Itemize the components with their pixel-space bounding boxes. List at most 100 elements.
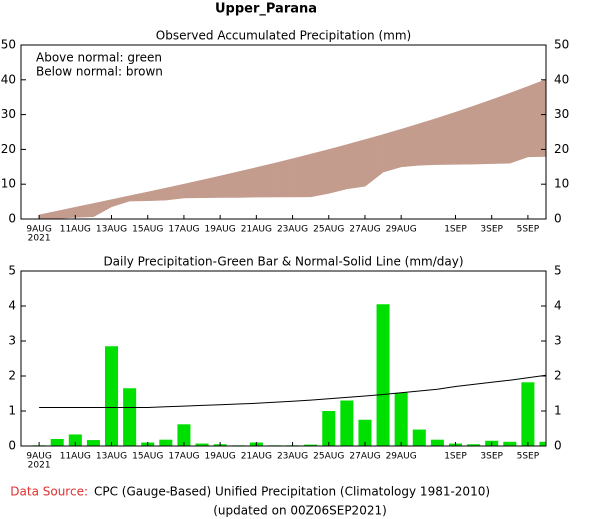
area-segment bbox=[183, 179, 203, 198]
y-tick-label-right: 50 bbox=[554, 38, 569, 52]
y-tick-label: 1 bbox=[8, 404, 16, 418]
y-tick-label: 0 bbox=[8, 439, 16, 453]
bar bbox=[376, 304, 390, 446]
chart-title: Observed Accumulated Precipitation (mm) bbox=[156, 29, 411, 43]
x-tick-label: 11AUG bbox=[60, 225, 91, 235]
normal-line bbox=[39, 374, 546, 408]
x-tick-label: 23AUG bbox=[277, 225, 308, 235]
annotation: Above normal: green bbox=[36, 51, 162, 65]
source: CPC (Gauge-Based) Unified Precipitation … bbox=[94, 485, 490, 499]
y-tick-label: 10 bbox=[1, 177, 16, 191]
area-segment bbox=[437, 112, 456, 165]
y-tick-label: 40 bbox=[1, 72, 16, 86]
x-tick-label: 9AUG bbox=[26, 225, 51, 235]
x-year-label: 2021 bbox=[28, 234, 51, 244]
y-tick-label: 5 bbox=[8, 264, 16, 278]
plot-frame bbox=[20, 270, 547, 447]
area-segment bbox=[346, 139, 366, 189]
area-segment bbox=[310, 149, 330, 197]
x-tick-label: 15AUG bbox=[132, 225, 163, 235]
y-tick-label-right: 30 bbox=[554, 107, 569, 121]
y-tick-label-right: 4 bbox=[554, 299, 562, 313]
x-year-label: 2021 bbox=[28, 461, 51, 471]
plot-frame bbox=[20, 44, 547, 220]
area-segment bbox=[328, 144, 348, 194]
y-tick-label-right: 2 bbox=[554, 369, 562, 383]
bar bbox=[105, 346, 119, 446]
x-tick-label: 29AUG bbox=[386, 225, 417, 235]
bar bbox=[467, 444, 481, 446]
y-tick-label: 20 bbox=[1, 142, 16, 156]
y-tick-label-right: 10 bbox=[554, 177, 569, 191]
y-tick-label-right: 40 bbox=[554, 72, 569, 86]
x-tick-label: 1SEP bbox=[444, 452, 467, 462]
annotation: Below normal: brown bbox=[36, 65, 163, 79]
area-segment bbox=[527, 79, 546, 157]
bar bbox=[521, 382, 535, 446]
plot bbox=[32, 304, 546, 446]
x-tick-label: 23AUG bbox=[277, 452, 308, 462]
area-segment bbox=[491, 93, 511, 164]
area-segment bbox=[473, 99, 492, 165]
x-tick-label: 21AUG bbox=[241, 452, 272, 462]
bar bbox=[539, 441, 546, 446]
bar bbox=[430, 439, 444, 446]
series-line bbox=[39, 155, 546, 219]
updated: (updated on 00Z06SEP2021) bbox=[213, 504, 387, 518]
page-title: Upper_Parana bbox=[215, 2, 317, 17]
area-segment bbox=[455, 106, 474, 165]
bar bbox=[322, 411, 336, 446]
bar bbox=[68, 434, 82, 446]
x-tick-label: 29AUG bbox=[386, 452, 417, 462]
x-tick-label: 3SEP bbox=[480, 225, 503, 235]
x-tick-label: 27AUG bbox=[349, 452, 380, 462]
y-tick-label: 4 bbox=[8, 299, 16, 313]
x-tick-label: 17AUG bbox=[168, 452, 199, 462]
x-tick-label: 1SEP bbox=[444, 225, 467, 235]
x-tick-label: 25AUG bbox=[313, 225, 344, 235]
x-tick-label: 3SEP bbox=[480, 452, 503, 462]
x-tick-label: 21AUG bbox=[241, 225, 272, 235]
area-segment bbox=[419, 118, 438, 166]
y-tick-label-right: 0 bbox=[554, 212, 562, 226]
bar bbox=[177, 424, 191, 446]
bar bbox=[159, 439, 173, 446]
y-tick-label-right: 20 bbox=[554, 142, 569, 156]
y-tick-label-right: 5 bbox=[554, 264, 562, 278]
bar bbox=[50, 439, 64, 446]
bar bbox=[412, 429, 426, 446]
y-tick-label: 50 bbox=[1, 38, 16, 52]
x-tick-label: 13AUG bbox=[96, 452, 127, 462]
area-segment bbox=[256, 163, 275, 198]
x-tick-label: 5SEP bbox=[517, 452, 540, 462]
area-segment bbox=[274, 158, 293, 198]
area-segment bbox=[38, 211, 58, 219]
x-tick-label: 19AUG bbox=[205, 452, 236, 462]
bar bbox=[195, 443, 209, 446]
bar bbox=[123, 388, 137, 446]
x-tick-label: 27AUG bbox=[349, 225, 380, 235]
bar bbox=[358, 419, 372, 446]
x-tick-label: 17AUG bbox=[168, 225, 199, 235]
plot bbox=[38, 79, 546, 219]
bar bbox=[340, 400, 354, 446]
source-label: Data Source: bbox=[10, 485, 88, 499]
x-tick-label: 25AUG bbox=[313, 452, 344, 462]
bar bbox=[304, 444, 318, 446]
x-tick-label: 11AUG bbox=[60, 452, 91, 462]
x-tick-label: 19AUG bbox=[205, 225, 236, 235]
series-line bbox=[39, 79, 546, 216]
bar bbox=[86, 440, 100, 446]
area-segment bbox=[129, 191, 148, 202]
area-segment bbox=[509, 86, 529, 164]
bar bbox=[503, 441, 517, 446]
bar bbox=[394, 392, 408, 446]
x-tick-label: 9AUG bbox=[26, 452, 51, 462]
area-segment bbox=[237, 167, 257, 198]
y-tick-label: 0 bbox=[8, 212, 16, 226]
y-tick-label-right: 1 bbox=[554, 404, 562, 418]
chart-title: Daily Precipitation-Green Bar & Normal-S… bbox=[103, 255, 463, 269]
y-tick-label: 30 bbox=[1, 107, 16, 121]
area-segment bbox=[400, 123, 420, 167]
